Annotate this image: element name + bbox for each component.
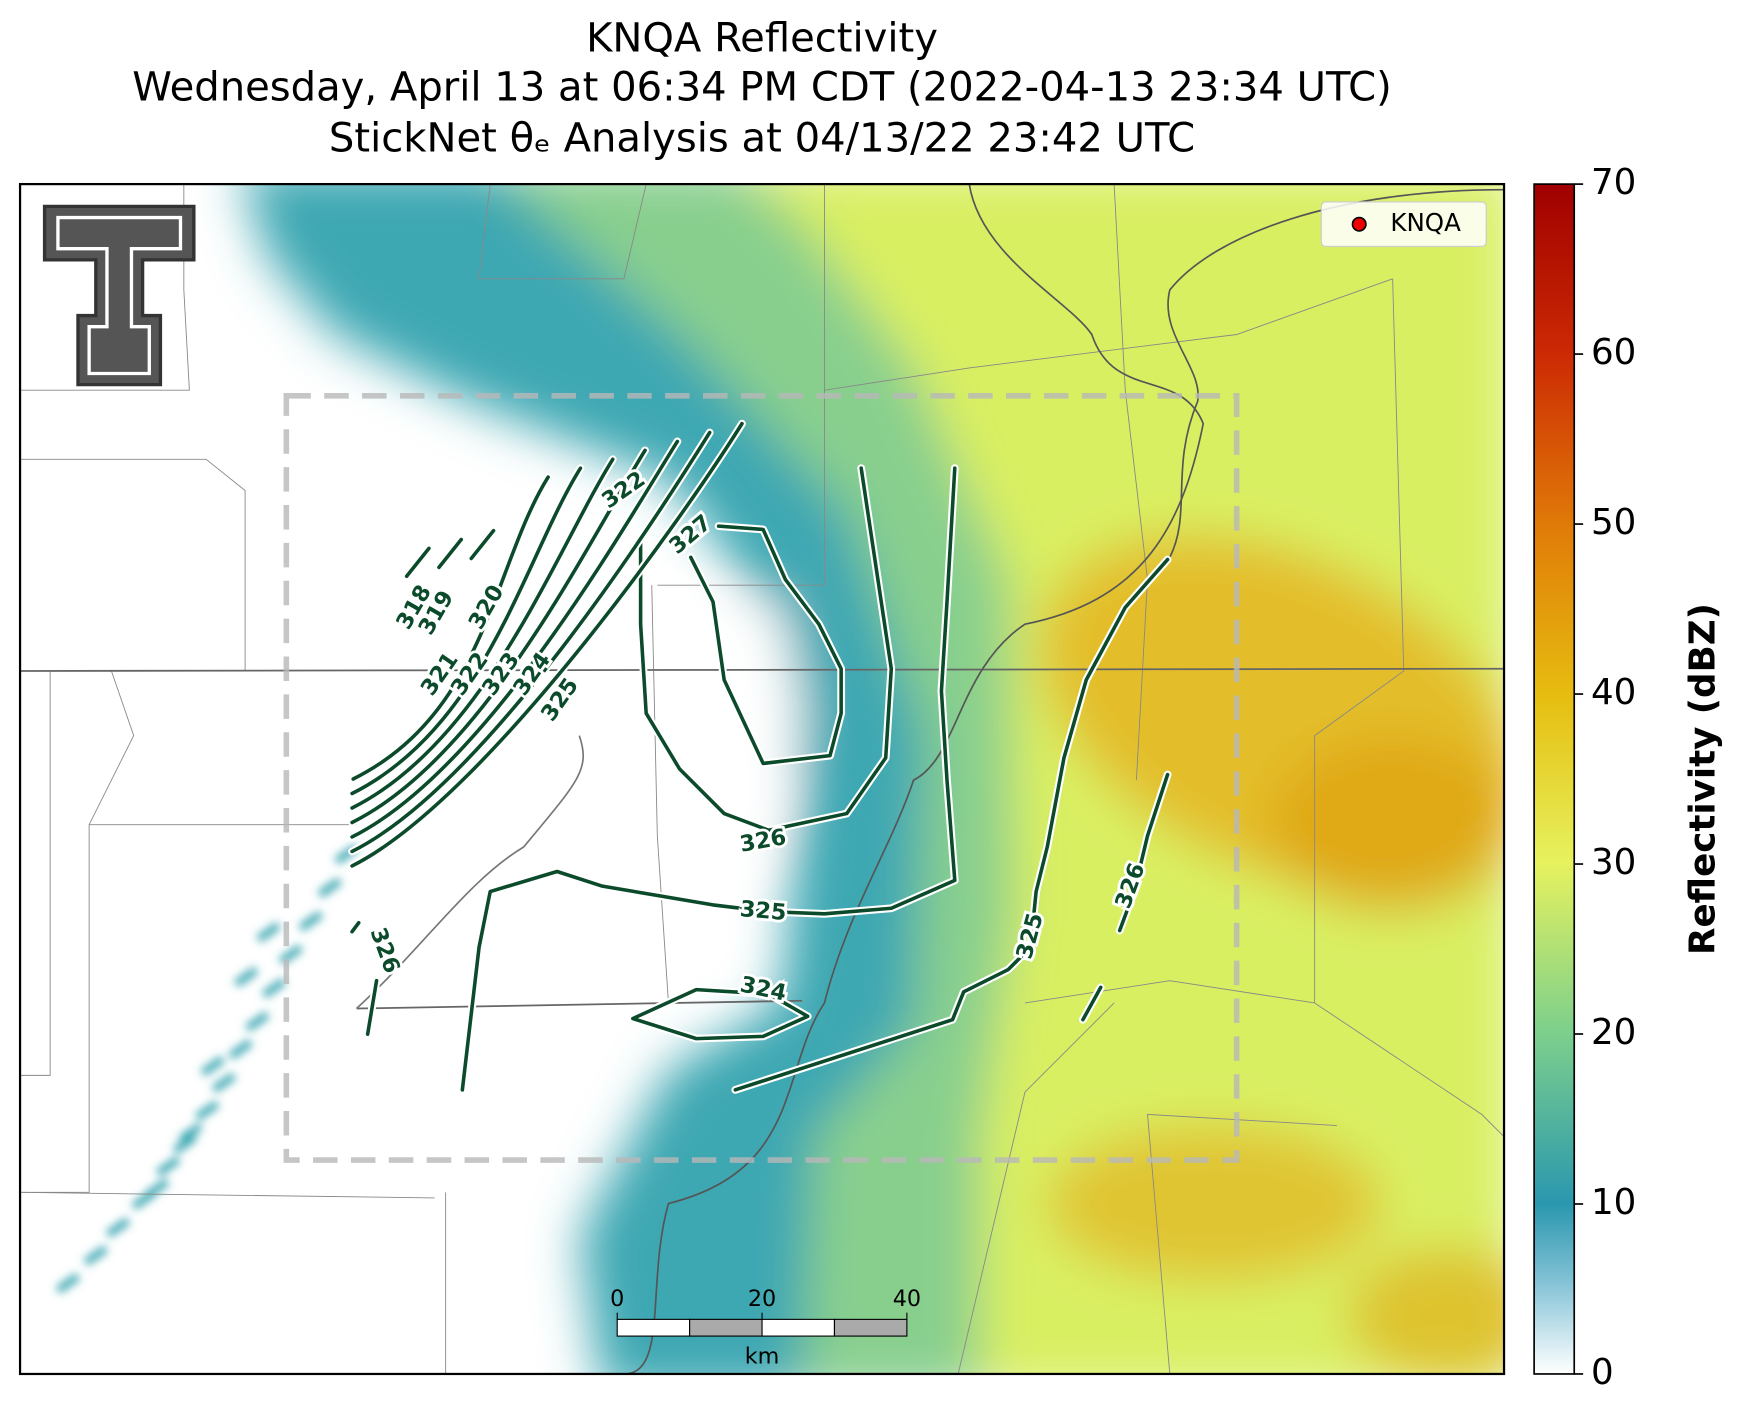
radar-streak (256, 922, 281, 943)
analysis-domain (283, 392, 1240, 1163)
contour-line (404, 546, 431, 579)
contour-label: 325 (739, 896, 788, 926)
contour-line (688, 524, 843, 766)
colorbar-tick-label: 20 (1591, 1012, 1636, 1053)
analysis-title: StickNet θₑ Analysis at 04/13/22 23:42 U… (329, 116, 1195, 162)
colorbar (1533, 183, 1576, 1375)
contour-line (350, 421, 744, 868)
radar-streak (211, 1072, 237, 1093)
scale-bar-label: 20 (748, 1286, 776, 1312)
colorbar-tick-label: 10 (1591, 1182, 1636, 1223)
legend-marker (1351, 216, 1367, 232)
radar-streak (105, 1217, 131, 1238)
colorbar-tick-label: 0 (1591, 1352, 1614, 1393)
contour-line (631, 987, 810, 1041)
radar-streak (55, 1273, 81, 1294)
contour-line (1081, 985, 1103, 1022)
scale-bar-segment (689, 1318, 763, 1337)
radar-streak (194, 1100, 220, 1121)
county-lines (20, 184, 1505, 1374)
contour-line (350, 457, 615, 810)
colorbar-tick-label: 50 (1591, 502, 1636, 543)
legend: KNQA (1320, 201, 1487, 248)
contour-line (351, 475, 550, 781)
scale-bar: 0 20 40 km (610, 1286, 921, 1370)
scale-bar-unit: km (745, 1344, 780, 1370)
subtitle: Wednesday, April 13 at 06:34 PM CDT (202… (132, 64, 1392, 110)
map-frame (18, 182, 1506, 1376)
contour-line (350, 920, 361, 934)
radar-streak (155, 1156, 181, 1177)
radar-streak (83, 1245, 109, 1266)
title: KNQA Reflectivity (586, 15, 938, 61)
radar-streak (144, 1178, 170, 1199)
radar-streak (228, 1039, 253, 1060)
radar-streak (172, 1133, 198, 1155)
contour-line (638, 466, 894, 833)
colorbar-label: Reflectivity (dBZ) (1683, 603, 1724, 955)
colorbar-tick-label: 40 (1591, 672, 1636, 713)
contour-line (460, 466, 957, 1092)
scale-bar-segment (616, 1318, 691, 1337)
contour-line (350, 448, 647, 825)
scale-bar-label: 0 (610, 1286, 624, 1312)
contour-line (350, 430, 712, 854)
radar-streak (233, 966, 259, 988)
contour-line (469, 528, 496, 561)
radar-streak (317, 877, 343, 898)
state-line (356, 999, 803, 1010)
river (623, 184, 1205, 1374)
colorbar-tick-label: 60 (1591, 332, 1636, 373)
contour-line (350, 466, 583, 796)
radar-streak (178, 1122, 203, 1144)
contour-line (1117, 772, 1170, 933)
legend-box (1320, 201, 1487, 248)
colorbar-tick-label: 30 (1591, 842, 1636, 883)
theta-e-contours (348, 419, 1172, 1094)
river (355, 735, 584, 1010)
logo (42, 204, 196, 387)
radar-streak (261, 977, 287, 999)
scale-bar-segment (761, 1318, 836, 1337)
contour-line (350, 439, 680, 839)
contour-line (437, 537, 464, 570)
colorbar-ticks: 0 10 20 30 40 50 60 70 (1574, 162, 1636, 1393)
scale-bar-label: 40 (893, 1286, 921, 1312)
contour-line (733, 557, 1170, 1092)
scale-bar-segment (833, 1318, 908, 1337)
radar-streak (298, 910, 324, 932)
radar-streak (200, 1055, 226, 1077)
radar-streak (245, 1011, 270, 1032)
contour-line (365, 978, 379, 1036)
state-line (20, 667, 1505, 672)
legend-label: KNQA (1390, 208, 1461, 237)
colorbar-tick-label: 70 (1591, 162, 1636, 203)
